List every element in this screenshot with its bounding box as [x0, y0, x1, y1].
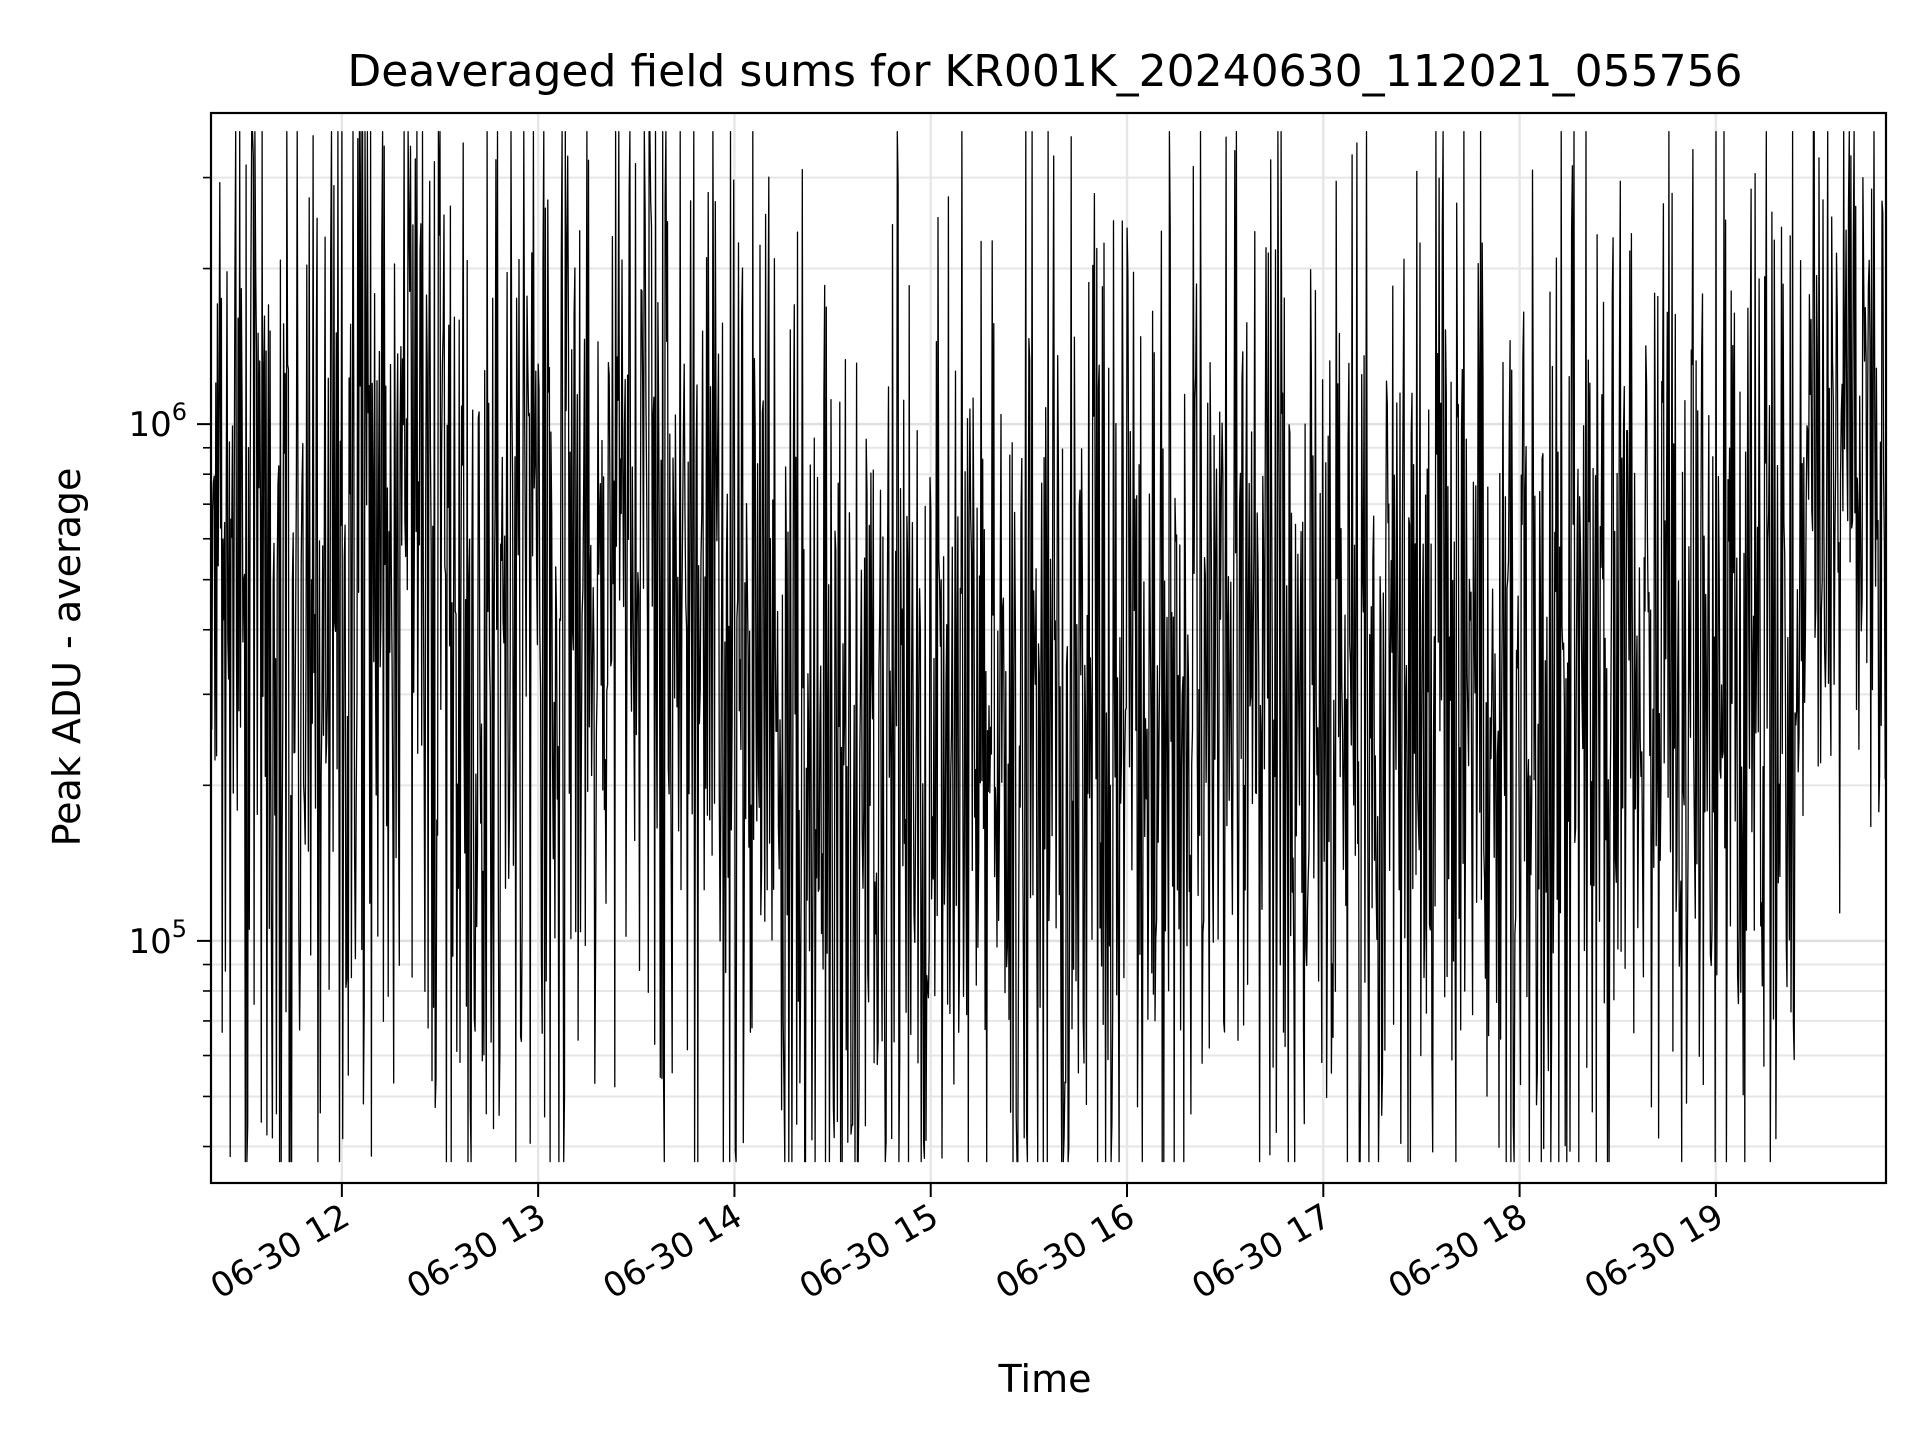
y-tick-label: 106 — [128, 398, 187, 445]
series-line — [210, 131, 1887, 1163]
x-axis-label: Time — [998, 1357, 1092, 1401]
plot-frame — [209, 111, 1888, 1185]
series-layer — [210, 131, 1887, 1163]
y-tick-label: 105 — [128, 915, 187, 962]
y-axis-label: Peak ADU - average — [45, 468, 89, 847]
chart-title: Deaveraged field sums for KR001K_2024063… — [347, 46, 1742, 97]
